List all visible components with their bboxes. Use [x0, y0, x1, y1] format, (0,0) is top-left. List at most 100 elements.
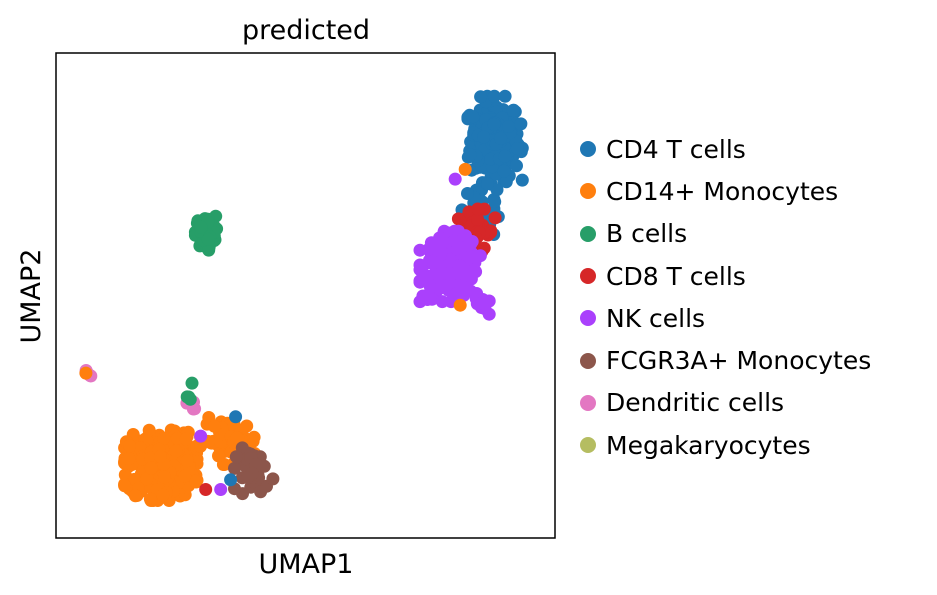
point-cd4-t-cells	[487, 89, 501, 103]
legend-label: Megakaryocytes	[606, 430, 811, 460]
point-cd4-t-cells	[481, 177, 494, 191]
point-cd14-monocytes	[140, 472, 154, 486]
point-b-cells	[201, 232, 215, 246]
point-nk-cells	[462, 238, 475, 252]
point-cd4-t-cells	[497, 164, 511, 178]
point-cd4-t-cells	[488, 195, 502, 209]
point-cd14-monocytes	[180, 454, 194, 468]
point-fcgr3a-monocytes	[228, 461, 241, 475]
point-cd14-monocytes	[144, 461, 158, 475]
point-cd14-monocytes	[122, 452, 136, 465]
point-cd14-monocytes	[123, 439, 137, 453]
point-cd14-monocytes	[189, 475, 203, 489]
point-cd14-monocytes	[458, 162, 472, 176]
point-cd14-monocytes	[230, 431, 244, 445]
point-cd14-monocytes	[246, 434, 260, 448]
point-cd14-monocytes	[143, 492, 157, 506]
point-cd4-t-cells	[506, 103, 520, 117]
point-nk-cells	[214, 483, 228, 496]
legend: CD4 T cells CD14+ Monocytes B cells CD8 T c…	[580, 128, 871, 466]
point-cd14-monocytes	[156, 488, 170, 502]
point-cd14-monocytes	[144, 451, 158, 465]
point-cd4-t-cells	[466, 110, 480, 124]
point-cd4-t-cells	[502, 120, 515, 133]
legend-label: CD8 T cells	[606, 261, 746, 291]
point-fcgr3a-monocytes	[229, 450, 243, 464]
point-fcgr3a-monocytes	[266, 472, 280, 486]
legend-label: FCGR3A+ Monocytes	[606, 346, 872, 376]
legend-item-dendritic-cells: Dendritic cells	[580, 382, 871, 424]
point-cd4-t-cells	[498, 89, 512, 103]
legend-marker-icon	[580, 352, 596, 369]
point-nk-cells	[470, 287, 484, 300]
point-nk-cells	[463, 250, 477, 264]
legend-marker-icon	[580, 394, 596, 411]
x-axis-label: UMAP1	[259, 549, 354, 580]
point-cd4-t-cells	[487, 117, 501, 131]
point-fcgr3a-monocytes	[241, 471, 255, 485]
point-nk-cells	[473, 249, 487, 263]
point-cd4-t-cells	[490, 183, 504, 197]
plot-frame	[55, 52, 556, 539]
legend-item-cd14-monocytes: CD14+ Monocytes	[580, 170, 871, 212]
point-cd14-monocytes	[169, 444, 183, 458]
legend-label: CD4 T cells	[606, 134, 746, 164]
point-nk-cells	[413, 258, 427, 272]
point-nk-cells	[435, 295, 449, 309]
point-cd4-t-cells	[510, 142, 524, 155]
point-cd14-monocytes	[158, 470, 171, 484]
legend-marker-icon	[580, 437, 596, 454]
legend-item-fcgr3a-monocytes: FCGR3A+ Monocytes	[580, 339, 871, 381]
point-cd14-monocytes	[178, 469, 192, 483]
legend-item-cd4-t-cells: CD4 T cells	[580, 128, 871, 170]
point-nk-cells	[453, 259, 467, 273]
point-cd4-t-cells	[498, 149, 512, 163]
legend-label: NK cells	[606, 303, 706, 333]
point-cd4-t-cells	[515, 173, 529, 187]
legend-label: Dendritic cells	[606, 388, 785, 418]
legend-marker-icon	[580, 225, 596, 242]
legend-item-cd8-t-cells: CD8 T cells	[580, 255, 871, 297]
points-layer	[79, 89, 529, 507]
point-nk-cells	[417, 271, 431, 285]
legend-item-b-cells: B cells	[580, 213, 871, 255]
point-nk-cells	[434, 245, 448, 259]
legend-marker-icon	[580, 183, 596, 200]
point-cd4-t-cells	[477, 130, 491, 144]
point-nk-cells	[451, 224, 465, 238]
point-nk-cells	[194, 429, 208, 443]
point-nk-cells	[425, 292, 439, 306]
point-cd4-t-cells	[224, 473, 238, 487]
point-cd14-monocytes	[153, 450, 167, 463]
point-cd14-monocytes	[79, 366, 93, 380]
point-cd4-t-cells	[514, 117, 528, 131]
point-nk-cells	[470, 297, 484, 311]
legend-label: B cells	[606, 219, 688, 249]
legend-label: CD14+ Monocytes	[606, 176, 839, 206]
point-b-cells	[194, 220, 208, 234]
legend-marker-icon	[580, 141, 596, 158]
point-cd4-t-cells	[463, 148, 477, 162]
point-cd14-monocytes	[179, 432, 193, 446]
point-cd4-t-cells	[510, 159, 523, 173]
point-cd14-monocytes	[212, 449, 225, 463]
point-nk-cells	[461, 268, 475, 282]
point-cd14-monocytes	[453, 298, 467, 312]
legend-item-nk-cells: NK cells	[580, 297, 871, 339]
point-nk-cells	[449, 235, 463, 249]
point-cd14-monocytes	[240, 419, 254, 433]
point-cd4-t-cells	[474, 90, 488, 104]
legend-marker-icon	[580, 310, 596, 327]
point-cd14-monocytes	[207, 419, 221, 433]
point-cd4-t-cells	[229, 410, 243, 424]
point-b-cells	[182, 390, 196, 404]
point-nk-cells	[482, 294, 496, 308]
point-cd14-monocytes	[142, 423, 156, 437]
legend-item-megakaryocytes: Megakaryocytes	[580, 424, 871, 466]
point-nk-cells	[443, 268, 457, 282]
y-axis-label: UMAP2	[16, 249, 47, 344]
point-b-cells	[185, 376, 199, 390]
point-nk-cells	[433, 281, 447, 295]
point-fcgr3a-monocytes	[254, 485, 268, 499]
